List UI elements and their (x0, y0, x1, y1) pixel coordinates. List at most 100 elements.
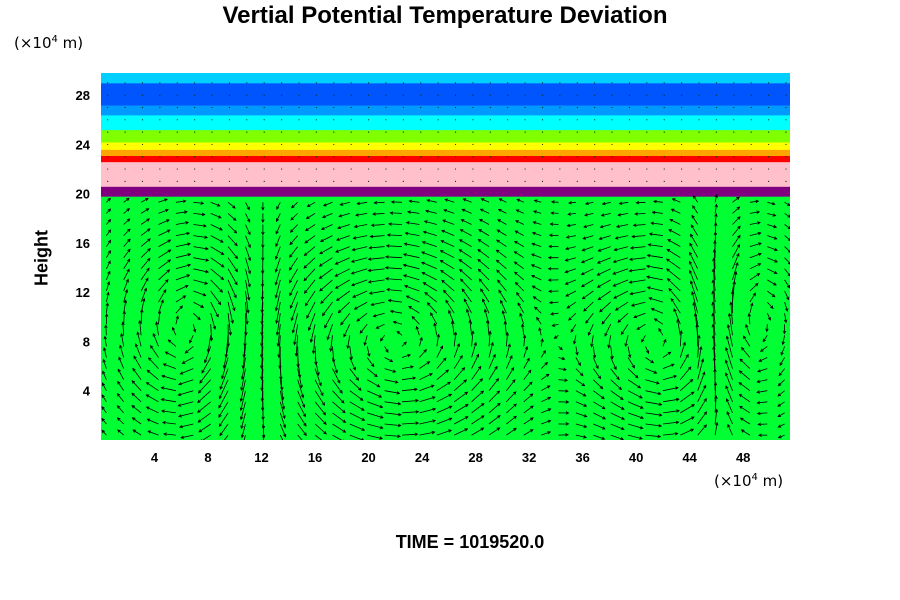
wind-vector (384, 379, 399, 384)
wind-vector (777, 390, 785, 397)
wind-vector (353, 224, 368, 229)
wind-vector (627, 401, 644, 409)
wind-vector (419, 336, 423, 347)
wind-vector (303, 257, 316, 269)
wind-vector (689, 269, 699, 292)
wind-vector (123, 288, 129, 303)
grid-dot (472, 168, 474, 170)
wind-vector (349, 390, 364, 401)
wind-vector (375, 323, 385, 329)
grid-dot (263, 94, 265, 96)
grid-dot (733, 180, 735, 182)
wind-vector (615, 224, 629, 228)
wind-vector (458, 249, 472, 259)
wind-vector (245, 246, 251, 262)
wind-vector (106, 229, 112, 236)
wind-vector (670, 208, 681, 214)
wind-vector (459, 229, 472, 236)
grid-dot (541, 82, 544, 84)
grid-dot (576, 82, 578, 84)
wind-vector (749, 199, 760, 204)
wind-vector (401, 341, 407, 347)
wind-vector (140, 228, 151, 236)
wind-vector (442, 219, 455, 225)
wind-vector (599, 301, 611, 313)
wind-vector (767, 235, 778, 240)
grid-dot (367, 94, 370, 96)
grid-dot (715, 131, 718, 133)
wind-vector (523, 381, 533, 391)
grid-dot (750, 119, 752, 121)
wind-vector (756, 400, 768, 405)
grid-dot (454, 143, 457, 146)
wind-vector (384, 423, 402, 428)
grid-dot (333, 131, 335, 133)
grid-dot (559, 106, 561, 109)
wind-vector (646, 286, 663, 292)
wind-vector (261, 213, 265, 224)
wind-vector (148, 357, 159, 369)
wind-vector (688, 260, 699, 281)
wind-vector (367, 257, 385, 261)
wind-vector (289, 279, 299, 297)
wind-vector (322, 201, 333, 207)
wind-vector (583, 301, 594, 312)
wind-vector (471, 353, 479, 369)
grid-dot (750, 168, 752, 170)
grid-dot (437, 131, 439, 133)
wind-vector (630, 301, 646, 307)
wind-vector (597, 246, 611, 252)
field-band-5 (101, 141, 790, 150)
wind-vector (610, 346, 614, 360)
grid-dot (489, 168, 491, 170)
wind-vector (175, 315, 179, 325)
wind-vector (565, 235, 576, 239)
grid-dot (594, 168, 596, 170)
wind-vector (749, 231, 762, 236)
grid-dot (211, 106, 213, 109)
wind-vector (402, 253, 420, 259)
grid-dot (681, 94, 683, 96)
grid-dot (437, 119, 439, 121)
wind-vector (760, 346, 768, 352)
wind-vector (260, 324, 264, 348)
wind-vector (335, 246, 350, 253)
wind-vector (180, 434, 194, 439)
wind-vector (118, 356, 125, 369)
wind-vector (523, 429, 534, 436)
grid-dot (367, 180, 370, 182)
wind-vector (436, 393, 453, 403)
wind-vector (384, 266, 403, 270)
wind-vector (245, 302, 249, 325)
wind-vector (627, 412, 645, 419)
wind-vector (784, 201, 790, 206)
grid-dot (767, 156, 770, 158)
grid-dot (750, 156, 752, 158)
wind-vector (679, 353, 689, 369)
wind-vector (742, 335, 751, 347)
wind-vector (548, 244, 559, 249)
wind-vector (349, 412, 366, 421)
grid-dot (228, 143, 231, 146)
wind-vector (738, 382, 751, 392)
wind-vector (274, 268, 281, 286)
wind-vector (275, 246, 281, 260)
grid-dot (785, 180, 787, 182)
wind-vector (697, 371, 706, 391)
grid-dot (367, 131, 370, 133)
wind-vector (401, 387, 418, 392)
grid-dot (176, 131, 178, 133)
wind-vector (274, 279, 281, 299)
wind-vector (277, 335, 281, 359)
wind-vector (645, 412, 663, 417)
grid-dot (524, 119, 526, 121)
wind-vector (460, 278, 472, 292)
grid-dot (681, 156, 683, 158)
wind-vector (627, 357, 635, 369)
wind-vector (218, 390, 229, 409)
grid-dot (472, 156, 474, 158)
grid-dot (124, 143, 126, 146)
wind-vector (320, 224, 333, 230)
wind-vector (690, 280, 699, 303)
wind-vector (697, 358, 705, 380)
